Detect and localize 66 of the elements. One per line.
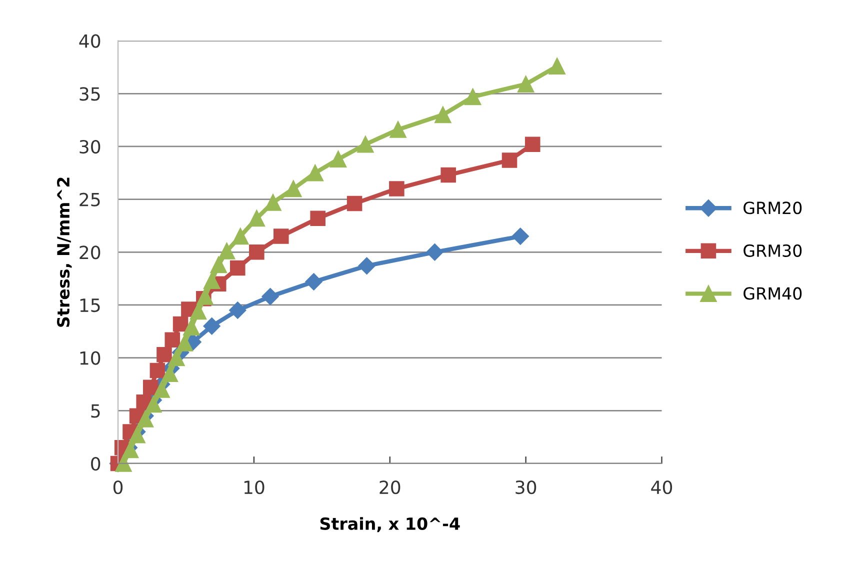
point <box>262 288 279 306</box>
y-tick-label: 35 <box>80 87 100 101</box>
point <box>230 260 246 276</box>
point <box>164 332 180 348</box>
point <box>502 152 518 168</box>
y-tick-label: 0 <box>91 456 100 471</box>
point <box>136 410 154 428</box>
legend-label: GRM30 <box>744 244 802 257</box>
point <box>390 121 406 138</box>
point <box>426 244 444 261</box>
y-axis-title: Stress, N/mm^2 <box>56 178 72 327</box>
point <box>153 381 170 398</box>
point <box>305 273 322 290</box>
point <box>434 106 452 124</box>
y-tick-label: 10 <box>80 351 100 365</box>
point <box>249 244 264 260</box>
point <box>285 180 302 198</box>
point <box>464 88 482 106</box>
x-axis-title: Strain, x 10^-4 <box>320 517 460 532</box>
x-tick-label: 10 <box>244 480 264 494</box>
point <box>115 455 132 472</box>
point <box>203 318 220 335</box>
point <box>524 136 540 152</box>
y-tick-label: 30 <box>80 140 100 154</box>
point <box>346 196 362 212</box>
point <box>440 167 456 183</box>
point <box>172 316 188 332</box>
point <box>190 302 207 320</box>
point <box>161 365 178 382</box>
point <box>306 164 324 182</box>
point <box>150 362 166 378</box>
point <box>143 380 158 396</box>
x-tick-label: 40 <box>651 480 672 494</box>
point <box>512 228 529 245</box>
point <box>232 228 249 245</box>
point <box>357 136 374 153</box>
point <box>264 194 282 211</box>
point <box>196 288 214 305</box>
point <box>168 349 185 366</box>
x-tick-label: 20 <box>380 480 400 494</box>
point <box>548 58 566 75</box>
y-tick-label: 25 <box>80 192 100 206</box>
point <box>122 441 139 458</box>
point <box>229 302 246 319</box>
point <box>210 256 227 274</box>
point <box>183 318 200 336</box>
y-tick-label: 40 <box>79 34 100 48</box>
legend-label: GRM20 <box>744 202 802 214</box>
point <box>330 150 347 168</box>
point <box>176 334 193 352</box>
y-tick-label: 20 <box>80 246 100 260</box>
y-tick-label: 15 <box>80 298 100 312</box>
point <box>203 272 220 290</box>
point <box>248 210 266 227</box>
point <box>517 76 534 92</box>
point <box>218 242 236 260</box>
point <box>274 228 289 244</box>
x-tick-label: 0 <box>113 480 123 494</box>
point <box>145 396 162 413</box>
point <box>358 257 376 274</box>
x-tick-label: 30 <box>516 480 536 494</box>
y-tick-label: 5 <box>91 404 100 418</box>
legend-label: GRM40 <box>744 287 802 300</box>
point <box>310 210 326 226</box>
point <box>156 347 172 362</box>
point <box>389 181 404 196</box>
